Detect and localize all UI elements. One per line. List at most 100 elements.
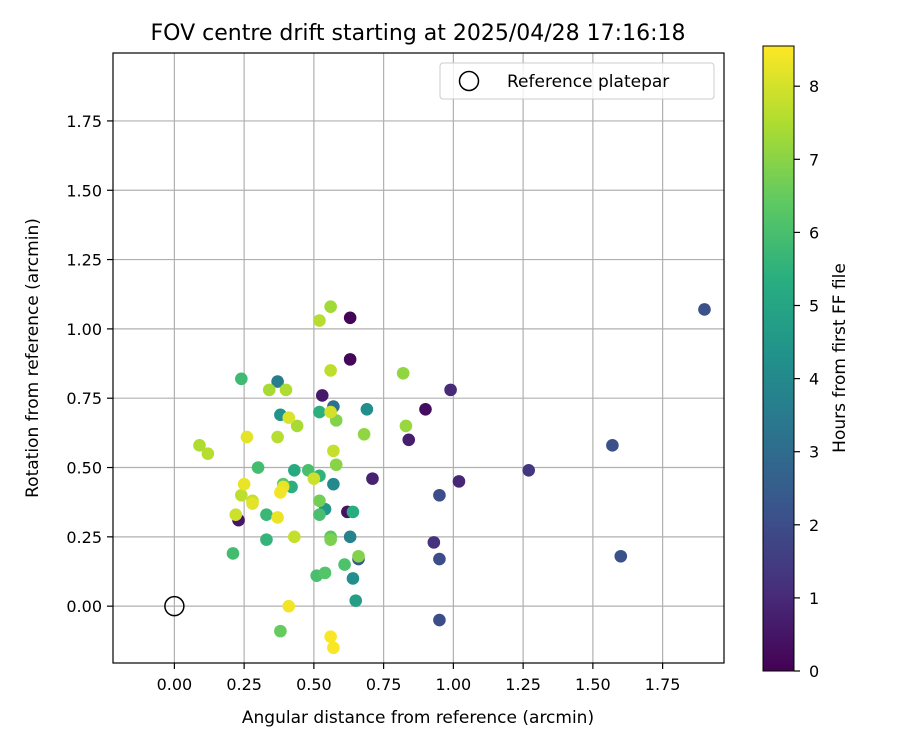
legend: Reference platepar	[439, 62, 715, 100]
colorbar-tick-label: 1	[809, 589, 819, 608]
data-point	[452, 475, 466, 488]
data-point	[274, 624, 287, 638]
x-tick-label: 0.25	[226, 675, 262, 694]
data-point	[419, 402, 432, 416]
colorbar	[763, 46, 794, 671]
colorbar-tick-label: 4	[809, 370, 819, 389]
y-tick-label: 1.75	[66, 112, 102, 131]
data-point	[260, 508, 273, 521]
data-point	[324, 364, 337, 377]
colorbar-ticks: 0 1 2 3 4 5 6 7 8	[794, 77, 819, 681]
legend-box	[439, 62, 715, 100]
y-tick-label: 1.50	[66, 181, 102, 200]
y-tick-label: 1.00	[66, 320, 102, 339]
data-point	[193, 439, 206, 452]
x-tick-label: 1.00	[436, 675, 472, 694]
data-point	[346, 505, 360, 519]
data-point	[274, 486, 287, 499]
data-point	[313, 508, 326, 521]
data-point	[614, 549, 628, 563]
data-point	[324, 533, 337, 546]
colorbar-tick-label: 2	[809, 516, 819, 535]
data-point	[201, 447, 215, 460]
data-point	[260, 533, 273, 546]
data-point	[329, 458, 343, 472]
data-point	[338, 558, 351, 571]
data-point	[444, 383, 457, 397]
colorbar-tick-label: 8	[809, 77, 819, 96]
data-point	[271, 375, 284, 388]
data-point	[324, 300, 337, 314]
colorbar-tick-label: 0	[809, 662, 819, 681]
y-tick-label: 1.25	[66, 251, 102, 270]
data-point	[235, 372, 248, 386]
data-point	[327, 477, 340, 491]
data-point	[433, 488, 446, 502]
data-point	[237, 477, 251, 491]
x-tick-label: 1.25	[505, 675, 541, 694]
data-point	[240, 430, 254, 444]
data-point	[246, 497, 259, 510]
data-point	[433, 552, 446, 566]
chart-title: FOV centre drift starting at 2025/04/28 …	[151, 21, 686, 46]
y-tick-label: 0.00	[66, 597, 102, 616]
data-point	[279, 383, 293, 397]
data-point	[235, 488, 248, 502]
data-point	[271, 430, 284, 444]
data-point	[327, 444, 340, 458]
data-point	[313, 314, 326, 327]
data-point	[318, 566, 332, 580]
x-tick-label: 1.75	[645, 675, 681, 694]
data-point	[349, 594, 363, 607]
x-tick-label: 0.00	[157, 675, 193, 694]
data-point	[357, 427, 371, 441]
data-point	[226, 547, 240, 560]
x-tick-label: 0.75	[366, 675, 402, 694]
y-axis-label: Rotation from reference (arcmin)	[23, 218, 43, 498]
y-tick-label: 0.75	[66, 389, 102, 408]
data-point	[343, 353, 357, 366]
plot-frame	[112, 52, 725, 664]
data-point	[271, 511, 284, 524]
legend-marker-icon	[458, 70, 480, 92]
data-point	[290, 419, 304, 433]
data-point	[262, 383, 276, 397]
data-point	[399, 419, 413, 433]
data-point	[343, 530, 357, 544]
data-point	[360, 402, 374, 416]
data-point	[315, 389, 329, 402]
data-point	[346, 572, 360, 585]
data-point	[229, 508, 243, 521]
data-point	[522, 463, 536, 477]
data-point	[313, 405, 326, 419]
x-axis-label: Angular distance from reference (arcmin)	[242, 708, 594, 728]
data-point	[606, 439, 619, 452]
x-axis-ticks: 0.00 0.25 0.50 0.75 1.00 1.25 1.50 1.75	[157, 663, 681, 694]
reference-marker-layer	[164, 595, 185, 617]
data-point	[282, 599, 296, 613]
data-point	[288, 463, 301, 477]
colorbar-frame	[762, 45, 795, 672]
data-point	[352, 549, 365, 563]
grid-lines	[113, 53, 724, 663]
x-tick-label: 1.50	[575, 675, 611, 694]
data-point	[313, 494, 326, 508]
data-point	[307, 472, 321, 485]
y-tick-label: 0.25	[66, 528, 102, 547]
data-point	[324, 405, 337, 419]
colorbar-tick-label: 7	[809, 150, 819, 169]
data-point	[366, 472, 379, 485]
y-tick-label: 0.50	[66, 459, 102, 478]
y-axis-ticks: 0.00 0.25 0.50 0.75 1.00 1.25 1.50 1.75	[66, 112, 113, 616]
colorbar-tick-label: 5	[809, 297, 819, 316]
data-point	[327, 641, 340, 655]
reference-platepar-marker	[164, 595, 185, 617]
data-point	[282, 411, 296, 424]
colorbar-label: Hours from first FF file	[830, 263, 850, 453]
data-point	[427, 536, 441, 549]
data-point	[324, 630, 337, 643]
legend-label: Reference platepar	[507, 72, 669, 92]
data-point	[343, 311, 357, 325]
